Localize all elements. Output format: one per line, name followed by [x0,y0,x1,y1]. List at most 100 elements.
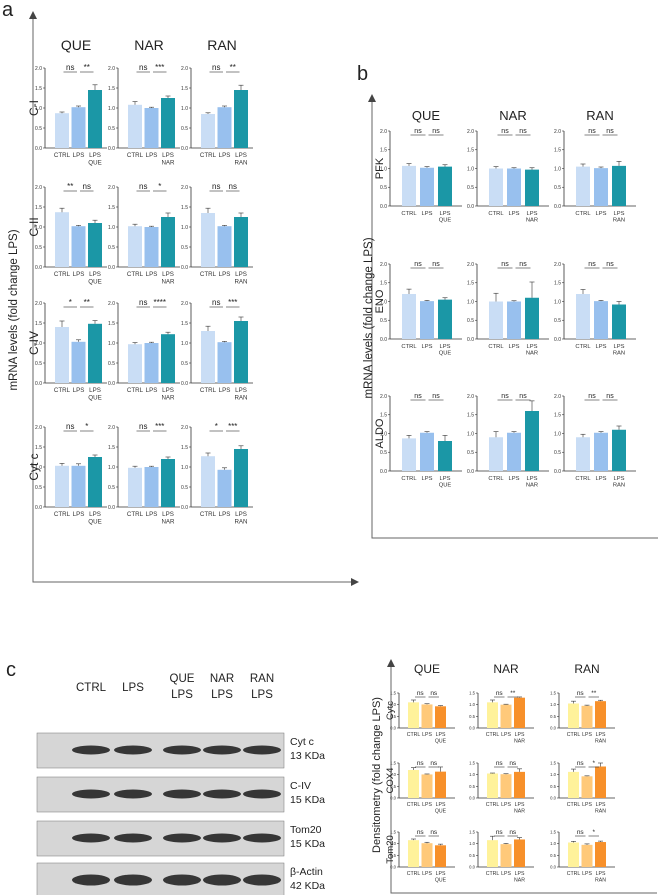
y-tick-label: 1.0 [380,166,387,172]
bar [489,437,503,471]
panel-b-ylabel: mRNA levels (fold change LPS) [363,237,375,398]
y-tick-label: 1.0 [108,225,115,231]
category-label: RAN [234,159,247,166]
blot-band [163,874,201,886]
panel-a: a mRNA levels (fold change LPS) QUE NAR RA… [2,0,359,586]
blot-band [243,789,281,799]
category-label: LPS [614,476,625,482]
category-label: CTRL [127,511,144,518]
y-tick-label: 0.5 [469,853,475,858]
category-label: LPS [73,271,85,278]
panel-c-letter: c [6,659,16,681]
y-tick-label: 0.5 [554,450,561,456]
y-tick-label: 1.5 [554,413,561,419]
bar [612,304,626,339]
category-label: CTRL [200,387,217,394]
bar [420,167,434,206]
category-label: RAN [613,218,625,224]
y-tick-label: 1.5 [550,760,556,765]
y-tick-label: 1.0 [108,106,115,112]
significance-label: ns [417,760,425,767]
category-label: CTRL [127,271,144,278]
significance-label: ns [83,182,91,191]
panel-b-column-label: RAN [586,108,613,123]
category-label: CTRL [486,871,500,877]
category-label: RAN [234,394,247,401]
category-label: LPS [89,387,101,394]
bar [438,441,452,471]
bar [201,331,215,383]
panel-a-ylabel: mRNA levels (fold change LPS) [8,229,20,390]
y-tick-label: 0.5 [35,245,42,251]
y-tick-label: 1.0 [380,431,387,437]
panel-b-column-label: QUE [412,108,441,123]
bar [217,342,232,383]
panel-c-column-label: NAR [493,662,519,676]
category-label: LPS [89,152,101,159]
category-label: LPS [219,511,231,518]
y-tick-label: 1.0 [467,299,474,305]
category-label: CTRL [567,802,581,808]
bar [55,212,69,267]
significance-label: ns [212,63,220,72]
bar [568,842,579,867]
blot-band [243,745,281,755]
significance-label: ns [519,393,527,400]
panel-a-column-label: RAN [207,37,237,53]
bar [500,704,512,728]
category-label: QUE [435,877,447,883]
significance-label: ns [496,690,504,697]
bar [144,343,159,383]
category-label: LPS [509,211,520,217]
y-tick-label: 2.0 [108,185,115,191]
category-label: LPS [436,732,446,738]
y-tick-label: 1.0 [467,166,474,172]
category-label: LPS [162,387,174,394]
category-label: QUE [88,159,101,166]
y-tick-label: 1.5 [390,690,396,695]
category-label: CTRL [401,476,417,482]
y-tick-label: 1.5 [35,321,42,327]
significance-label: ns [606,393,614,400]
blot-lane-label: RAN [250,673,274,685]
category-label: LPS [501,732,511,738]
y-tick-label: 1.0 [380,299,387,305]
y-tick-label: 0.5 [467,185,474,191]
bar [402,294,416,339]
category-label: NAR [161,159,175,166]
bar [71,226,86,267]
category-label: LPS [596,871,606,877]
y-tick-label: 1.5 [35,445,42,451]
bar [144,467,159,507]
y-tick-label: 0.0 [380,469,387,475]
panel-a-row-label: C-I [27,100,41,116]
y-tick-label: 1.0 [35,106,42,112]
bar [402,438,416,471]
y-tick-label: 0.5 [550,784,556,789]
bar [568,703,579,728]
category-label: RAN [613,351,625,357]
y-tick-label: 2.0 [181,66,188,72]
category-label: LPS [422,802,432,808]
y-tick-label: 1.5 [390,760,396,765]
category-label: CTRL [54,511,71,518]
bar [234,449,248,507]
category-label: LPS [146,152,158,159]
y-tick-label: 0.5 [181,361,188,367]
y-tick-label: 1.5 [380,148,387,154]
category-label: LPS [219,152,231,159]
y-tick-label: 2.0 [35,301,42,307]
category-label: NAR [526,483,538,489]
y-tick-label: 0.0 [181,505,188,511]
significance-label: ns [519,261,527,268]
category-label: LPS [219,387,231,394]
